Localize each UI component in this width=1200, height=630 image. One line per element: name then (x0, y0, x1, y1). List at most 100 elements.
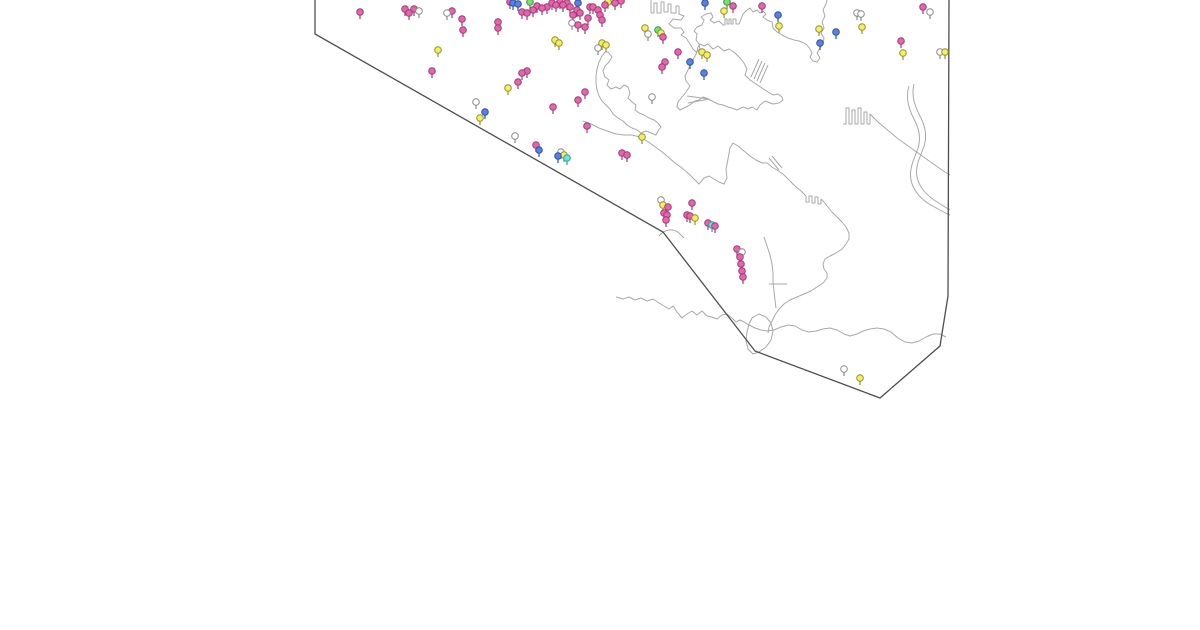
map-pin-pink[interactable] (529, 6, 537, 17)
map-pin-yellow[interactable] (476, 114, 484, 125)
map-pin-yellow[interactable] (856, 374, 864, 385)
pin-head (919, 3, 927, 11)
map-pin-pink[interactable] (405, 9, 413, 20)
coastline-path (650, 0, 828, 63)
map-pin-pink[interactable] (601, 1, 609, 12)
map-pin-white[interactable] (857, 10, 865, 21)
map-pin-yellow[interactable] (638, 133, 646, 144)
pin-head (758, 2, 766, 10)
pin-head (574, 0, 582, 7)
map-pin-pink[interactable] (559, 1, 567, 12)
map-pin-yellow[interactable] (858, 23, 866, 34)
map-pin-pink[interactable] (574, 96, 582, 107)
map-pin-pink[interactable] (897, 37, 905, 48)
map-pin-yellow[interactable] (815, 25, 823, 36)
pin-head (816, 39, 824, 47)
map-pin-white[interactable] (472, 98, 480, 109)
map-pin-yellow[interactable] (720, 7, 728, 18)
map-pin-yellow[interactable] (775, 22, 783, 33)
map-pin-pink[interactable] (623, 151, 631, 162)
map-pin-pink[interactable] (611, 0, 619, 10)
map-pin-white[interactable] (443, 9, 451, 20)
map-pin-pink[interactable] (581, 88, 589, 99)
map-pin-pink[interactable] (549, 103, 557, 114)
map-pin-pink[interactable] (538, 4, 546, 15)
pin-head (711, 222, 719, 230)
map-pin-pink[interactable] (523, 9, 531, 20)
map-pin-yellow[interactable] (434, 46, 442, 57)
map-pin-yellow[interactable] (602, 41, 610, 52)
map-pin-green[interactable] (526, 0, 534, 9)
map-pin-blue[interactable] (701, 0, 709, 10)
map-pin-pink[interactable] (583, 122, 591, 133)
pin-head (700, 69, 708, 77)
pin-head (659, 33, 667, 41)
map-pin-pink[interactable] (576, 9, 584, 20)
pin-head (840, 365, 848, 373)
map-pin-pink[interactable] (674, 48, 682, 59)
map-pin-white[interactable] (415, 7, 423, 18)
map-pin-pink[interactable] (617, 0, 625, 8)
map-pin-pink[interactable] (598, 16, 606, 27)
map-pin-cyan[interactable] (563, 154, 571, 165)
map-pin-pink[interactable] (574, 21, 582, 32)
map-pin-pink[interactable] (688, 199, 696, 210)
map-pin-yellow[interactable] (703, 51, 711, 62)
map-pin-white[interactable] (926, 8, 934, 19)
map-pin-pink[interactable] (919, 3, 927, 14)
map-pin-pink[interactable] (514, 78, 522, 89)
map-pin-pink[interactable] (518, 69, 526, 80)
map-pin-pink[interactable] (459, 26, 467, 37)
pin-head (511, 132, 519, 140)
map-pin-blue[interactable] (774, 11, 782, 22)
pin-head (504, 84, 512, 92)
map-pin-pink[interactable] (428, 67, 436, 78)
map-pin-blue[interactable] (481, 108, 489, 119)
pin-head (703, 51, 711, 59)
map-pin-pink[interactable] (584, 14, 592, 25)
pin-head (658, 63, 666, 71)
pin-head (720, 7, 728, 15)
pin-head (584, 14, 592, 22)
map-pin-blue[interactable] (832, 28, 840, 39)
map-pin-pink[interactable] (662, 216, 670, 227)
pin-head (594, 44, 602, 52)
map-pin-pink[interactable] (659, 33, 667, 44)
map-pin-white[interactable] (511, 132, 519, 143)
map-pin-pink[interactable] (494, 24, 502, 35)
map-pin-pink[interactable] (658, 63, 666, 74)
pin-head (458, 15, 466, 23)
pin-head (549, 103, 557, 111)
coastline-path (658, 229, 685, 239)
map-pin-yellow[interactable] (941, 48, 949, 59)
map-pin-pink[interactable] (758, 2, 766, 13)
map-pin-white[interactable] (648, 93, 656, 104)
map-pin-blue[interactable] (514, 0, 522, 11)
map-pin-blue[interactable] (700, 69, 708, 80)
map-pin-green[interactable] (723, 0, 731, 9)
map-pin-blue[interactable] (686, 58, 694, 69)
map-pin-white[interactable] (594, 44, 602, 55)
map-pin-blue[interactable] (816, 39, 824, 50)
map-pin-white[interactable] (568, 19, 576, 30)
map-pin-pink[interactable] (552, 1, 560, 12)
pin-head (583, 122, 591, 130)
map-pin-blue[interactable] (535, 146, 543, 157)
map-pin-yellow[interactable] (504, 84, 512, 95)
map-pin-white[interactable] (840, 365, 848, 376)
map-pin-pink[interactable] (739, 273, 747, 284)
map-pin-pink[interactable] (566, 3, 574, 14)
map-pin-blue[interactable] (554, 152, 562, 163)
map-pin-pink[interactable] (458, 15, 466, 26)
map-pin-pink[interactable] (729, 2, 737, 13)
pin-head (535, 146, 543, 154)
pin-head (664, 203, 672, 211)
map-pin-white[interactable] (644, 30, 652, 41)
map-pin-yellow[interactable] (555, 39, 563, 50)
map-pin-yellow[interactable] (691, 214, 699, 225)
map-pin-pink[interactable] (581, 23, 589, 34)
map-pin-pink[interactable] (711, 222, 719, 233)
map-pin-pink[interactable] (356, 8, 364, 19)
map-pin-yellow[interactable] (899, 49, 907, 60)
